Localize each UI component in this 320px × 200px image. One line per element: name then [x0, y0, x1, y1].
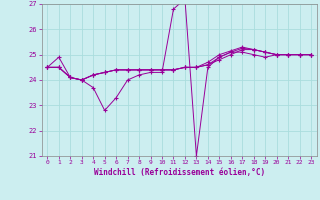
- X-axis label: Windchill (Refroidissement éolien,°C): Windchill (Refroidissement éolien,°C): [94, 168, 265, 177]
